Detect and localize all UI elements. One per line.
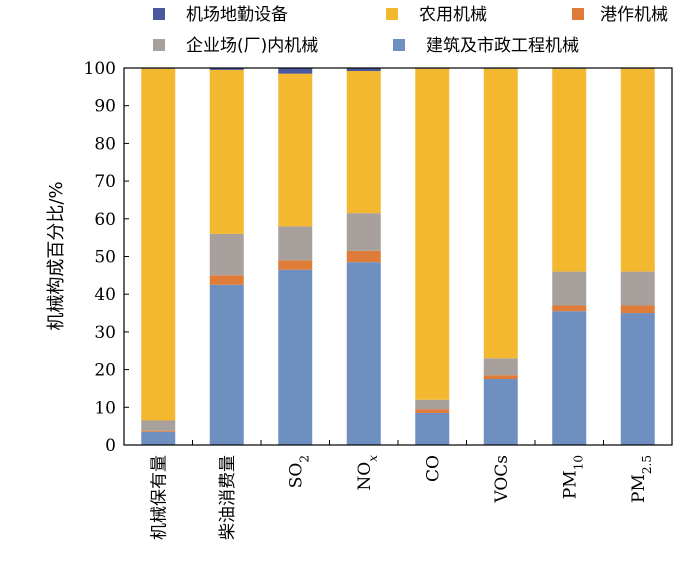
bar-segment-4-1: [346, 262, 381, 445]
bar-segment-3-2: [278, 260, 313, 270]
legend-label: 港作机械: [600, 5, 668, 25]
bar-segment-1-1: [141, 431, 176, 445]
bar-segment-5-2: [415, 409, 450, 413]
bar-segment-8-2: [620, 305, 655, 314]
x-tick-label-subscript: 2.5: [640, 455, 654, 474]
bar-segment-3-3: [278, 226, 313, 261]
x-tick-label-main: PM: [560, 470, 580, 499]
x-tick-label-subscript: 2: [297, 455, 311, 463]
y-tick-label: 40: [94, 285, 116, 305]
x-tick-label-5: CO: [423, 455, 443, 482]
bar-segment-7-1: [552, 311, 587, 445]
y-tick-label: 20: [94, 361, 116, 381]
y-tick-label: 70: [94, 172, 116, 192]
y-tick-label: 90: [94, 97, 116, 117]
x-tick-label-main: VOCs: [492, 455, 512, 504]
x-tick-label-main: CO: [423, 455, 443, 482]
bar-segment-4-3: [346, 213, 381, 251]
bar-segment-3-4: [278, 73, 313, 227]
legend-label: 机场地勤设备: [186, 5, 288, 25]
bar-segment-1-3: [141, 420, 176, 431]
y-tick-label: 10: [94, 398, 116, 418]
x-tick-label-subscript: 10: [571, 455, 585, 470]
bar-segment-6-3: [483, 358, 518, 376]
legend-swatch: [386, 8, 398, 20]
bar-segment-2-5: [209, 68, 244, 70]
axes-layer: [123, 67, 673, 446]
x-tick-label-main: SO: [286, 463, 306, 489]
bar-segment-3-5: [278, 68, 313, 74]
legend-label: 农用机械: [419, 5, 487, 25]
y-tick-label: 60: [94, 210, 116, 230]
legend-swatch: [153, 8, 165, 20]
y-axis-ticks: 0 10 20 30 40 50 60 70 80 90 100: [84, 59, 129, 456]
legend-swatch: [393, 39, 405, 51]
bars-layer: [141, 68, 655, 445]
bar-segment-5-4: [415, 68, 450, 400]
bar-segment-5-1: [415, 412, 450, 445]
y-axis-title: 机械构成百分比/%: [46, 181, 67, 330]
bar-segment-4-5: [346, 68, 381, 72]
bar-segment-6-2: [483, 375, 518, 380]
legend-label: 企业场(厂)内机械: [186, 36, 318, 56]
bar-segment-4-2: [346, 250, 381, 263]
legend-swatch: [572, 8, 584, 20]
bar-segment-2-2: [209, 275, 244, 285]
bar-segment-1-4: [141, 68, 176, 421]
bar-segment-7-2: [552, 305, 587, 312]
y-tick-label: 80: [94, 134, 116, 154]
x-tick-label-main: 柴油消费量: [218, 455, 238, 540]
bar-segment-2-1: [209, 284, 244, 445]
bar-segment-2-4: [209, 69, 244, 234]
x-tick-label-main: PM: [629, 474, 649, 503]
x-tick-label-8: PM2.5: [629, 455, 654, 503]
bar-segment-8-4: [620, 68, 655, 272]
x-tick-label-7: PM10: [560, 455, 585, 499]
x-tick-label-4: NOx: [355, 455, 380, 491]
bar-segment-6-1: [483, 379, 518, 445]
bar-segment-7-4: [552, 68, 587, 272]
legend-swatch: [153, 39, 165, 51]
y-tick-label: 100: [84, 59, 116, 79]
bar-segment-8-3: [620, 271, 655, 306]
bar-segment-6-4: [483, 68, 518, 359]
x-tick-label-main: NO: [355, 462, 375, 491]
bar-segment-7-3: [552, 271, 587, 306]
y-tick-label: 0: [105, 436, 116, 456]
bar-segment-5-3: [415, 399, 450, 410]
legend-label: 建筑及市政工程机械: [426, 36, 579, 56]
x-tick-label-2: 柴油消费量: [218, 455, 238, 540]
y-tick-label: 50: [94, 248, 116, 268]
bar-segment-3-1: [278, 269, 313, 445]
bar-segment-8-1: [620, 313, 655, 445]
x-tick-label-subscript: x: [366, 455, 380, 462]
bar-segment-2-3: [209, 233, 244, 276]
x-tick-label-main: 机械保有量: [149, 455, 169, 540]
x-tick-label-3: SO2: [286, 455, 311, 488]
plot-frame: [123, 67, 673, 446]
bar-segment-1-2: [141, 430, 176, 432]
bar-segment-4-4: [346, 71, 381, 214]
x-tick-label-1: 机械保有量: [149, 455, 169, 540]
x-tick-label-6: VOCs: [492, 455, 512, 504]
y-tick-label: 30: [94, 323, 116, 343]
